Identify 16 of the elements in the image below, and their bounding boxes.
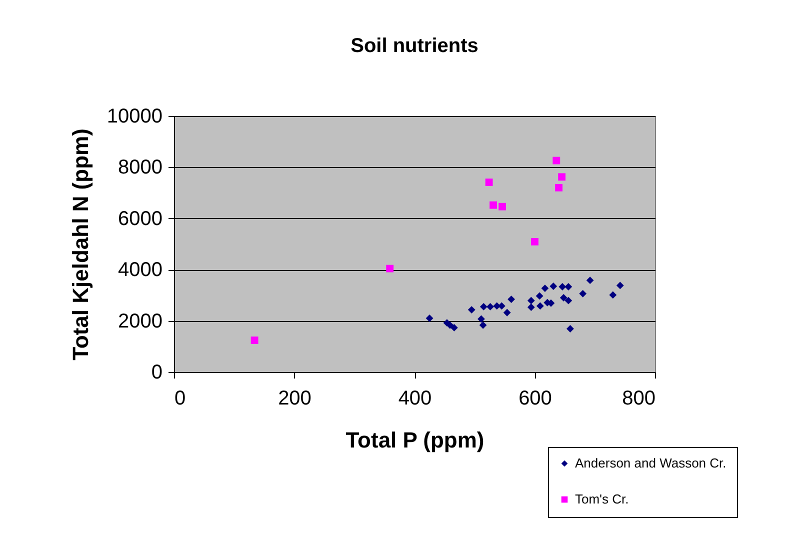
x-tick-label: 0 <box>174 388 186 410</box>
x-tick-label: 200 <box>278 388 312 410</box>
y-tick-label: 4000 <box>118 259 162 282</box>
y-tick-label: 6000 <box>118 208 162 230</box>
x-tick-label: 400 <box>398 388 432 410</box>
y-tick-label: 2000 <box>118 310 162 332</box>
legend-label: Tom's Cr. <box>575 492 629 506</box>
x-tick-label: 800 <box>622 388 656 410</box>
y-axis-title: Total Kjeldahl N (ppm) <box>68 128 93 360</box>
x-axis-title: Total P (ppm) <box>346 428 484 452</box>
y-tick-label: 8000 <box>118 156 162 179</box>
y-tick-label: 10000 <box>106 106 162 128</box>
x-tick-label: 600 <box>518 388 552 410</box>
legend-label: Anderson and Wasson Cr. <box>575 456 726 470</box>
chart-title: Soil nutrients <box>350 35 478 57</box>
y-tick-label: 0 <box>151 362 162 384</box>
